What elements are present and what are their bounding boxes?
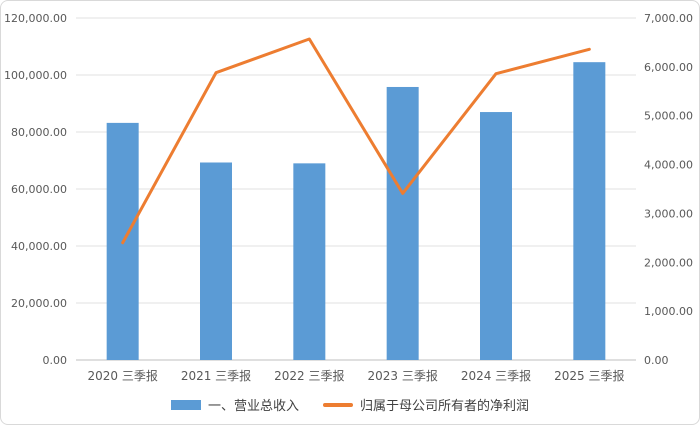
legend-item-revenue: 一、营业总收入 (170, 395, 299, 414)
right-axis-tick-label: 2,000.00 (644, 256, 693, 269)
right-axis-tick-label: 4,000.00 (644, 159, 693, 172)
bar-series-swatch (170, 399, 201, 410)
right-axis-tick-label: 3,000.00 (644, 207, 693, 220)
left-axis-tick-label: 80,000.00 (11, 126, 67, 139)
right-axis-tick-label: 7,000.00 (644, 12, 693, 25)
bar-2022 (293, 163, 326, 360)
left-axis-tick-label: 100,000.00 (4, 69, 67, 82)
right-axis-tick-label: 0.00 (644, 354, 669, 367)
right-axis-tick-label: 6,000.00 (644, 61, 693, 74)
net-profit-line (121, 37, 591, 245)
bar-2021 (200, 162, 232, 360)
right-axis-tick-label: 1,000.00 (644, 305, 693, 318)
left-axis-tick-label: 60,000.00 (11, 183, 67, 196)
bar-2024 (480, 112, 512, 360)
legend-label-net-profit: 归属于母公司所有者的净利润 (360, 399, 530, 414)
line-series-swatch (323, 402, 353, 407)
left-axis-tick-label: 0.00 (43, 354, 68, 367)
x-axis-label: 2020 三季报 (87, 368, 157, 383)
bar-2025 (573, 62, 606, 361)
legend-label-revenue: 一、营业总收入 (207, 399, 299, 414)
legend: 一、营业总收入 归属于母公司所有者的净利润 (1, 395, 699, 414)
bar-2023 (386, 86, 419, 360)
left-axis-tick-label: 40,000.00 (11, 240, 67, 253)
x-axis-label: 2024 三季报 (461, 368, 531, 383)
x-axis-label: 2022 三季报 (274, 368, 344, 383)
right-axis-tick-label: 5,000.00 (644, 110, 693, 123)
x-axis-label: 2023 三季报 (367, 368, 437, 383)
x-axis-label: 2021 三季报 (181, 368, 251, 383)
left-axis-tick-label: 120,000.00 (4, 12, 67, 25)
x-axis-label: 2025 三季报 (554, 368, 624, 383)
legend-item-net-profit: 归属于母公司所有者的净利润 (323, 395, 529, 414)
left-axis-tick-label: 20,000.00 (11, 297, 67, 310)
